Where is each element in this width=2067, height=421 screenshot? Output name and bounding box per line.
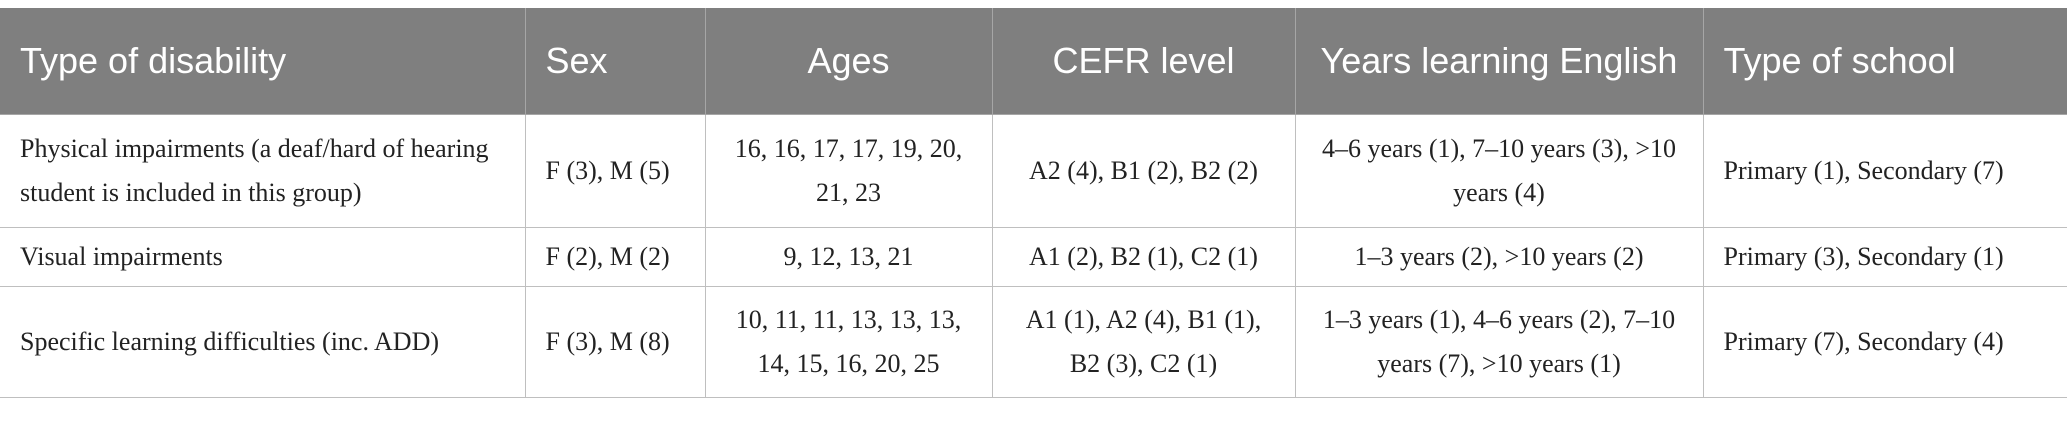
header-years-learning-english: Years learning English	[1294, 8, 1703, 115]
cell-cefr-level: A1 (1), A2 (4), B1 (1), B2 (3), C2 (1)	[991, 286, 1295, 398]
participants-table: Type of disability Sex Ages CEFR level Y…	[0, 8, 2067, 398]
cell-type-of-disability: Visual impairments	[0, 227, 525, 287]
cell-type-of-school: Primary (3), Secondary (1)	[1702, 227, 2067, 287]
header-cefr-level: CEFR level	[991, 8, 1295, 115]
header-ages: Ages	[704, 8, 992, 115]
cell-years-learning-english: 1–3 years (2), >10 years (2)	[1294, 227, 1703, 287]
cell-sex: F (3), M (5)	[524, 114, 705, 228]
cell-ages: 9, 12, 13, 21	[704, 227, 992, 287]
header-type-of-disability: Type of disability	[0, 8, 525, 115]
cell-type-of-school: Primary (7), Secondary (4)	[1702, 286, 2067, 398]
cell-ages: 16, 16, 17, 17, 19, 20, 21, 23	[704, 114, 992, 228]
cell-type-of-disability: Specific learning difficulties (inc. ADD…	[0, 286, 525, 398]
table-container: Type of disability Sex Ages CEFR level Y…	[0, 8, 2067, 398]
cell-sex: F (3), M (8)	[524, 286, 705, 398]
table-row: Physical impairments (a deaf/hard of hea…	[0, 114, 2067, 228]
cell-years-learning-english: 4–6 years (1), 7–10 years (3), >10 years…	[1294, 114, 1703, 228]
cell-cefr-level: A1 (2), B2 (1), C2 (1)	[991, 227, 1295, 287]
cell-type-of-disability: Physical impairments (a deaf/hard of hea…	[0, 114, 525, 228]
cell-sex: F (2), M (2)	[524, 227, 705, 287]
table-row: Visual impairments F (2), M (2) 9, 12, 1…	[0, 227, 2067, 287]
cell-cefr-level: A2 (4), B1 (2), B2 (2)	[991, 114, 1295, 228]
header-row: Type of disability Sex Ages CEFR level Y…	[0, 8, 2067, 115]
header-type-of-school: Type of school	[1702, 8, 2067, 115]
cell-years-learning-english: 1–3 years (1), 4–6 years (2), 7–10 years…	[1294, 286, 1703, 398]
cell-ages: 10, 11, 11, 13, 13, 13, 14, 15, 16, 20, …	[704, 286, 992, 398]
cell-type-of-school: Primary (1), Secondary (7)	[1702, 114, 2067, 228]
table-row: Specific learning difficulties (inc. ADD…	[0, 286, 2067, 398]
header-sex: Sex	[524, 8, 705, 115]
